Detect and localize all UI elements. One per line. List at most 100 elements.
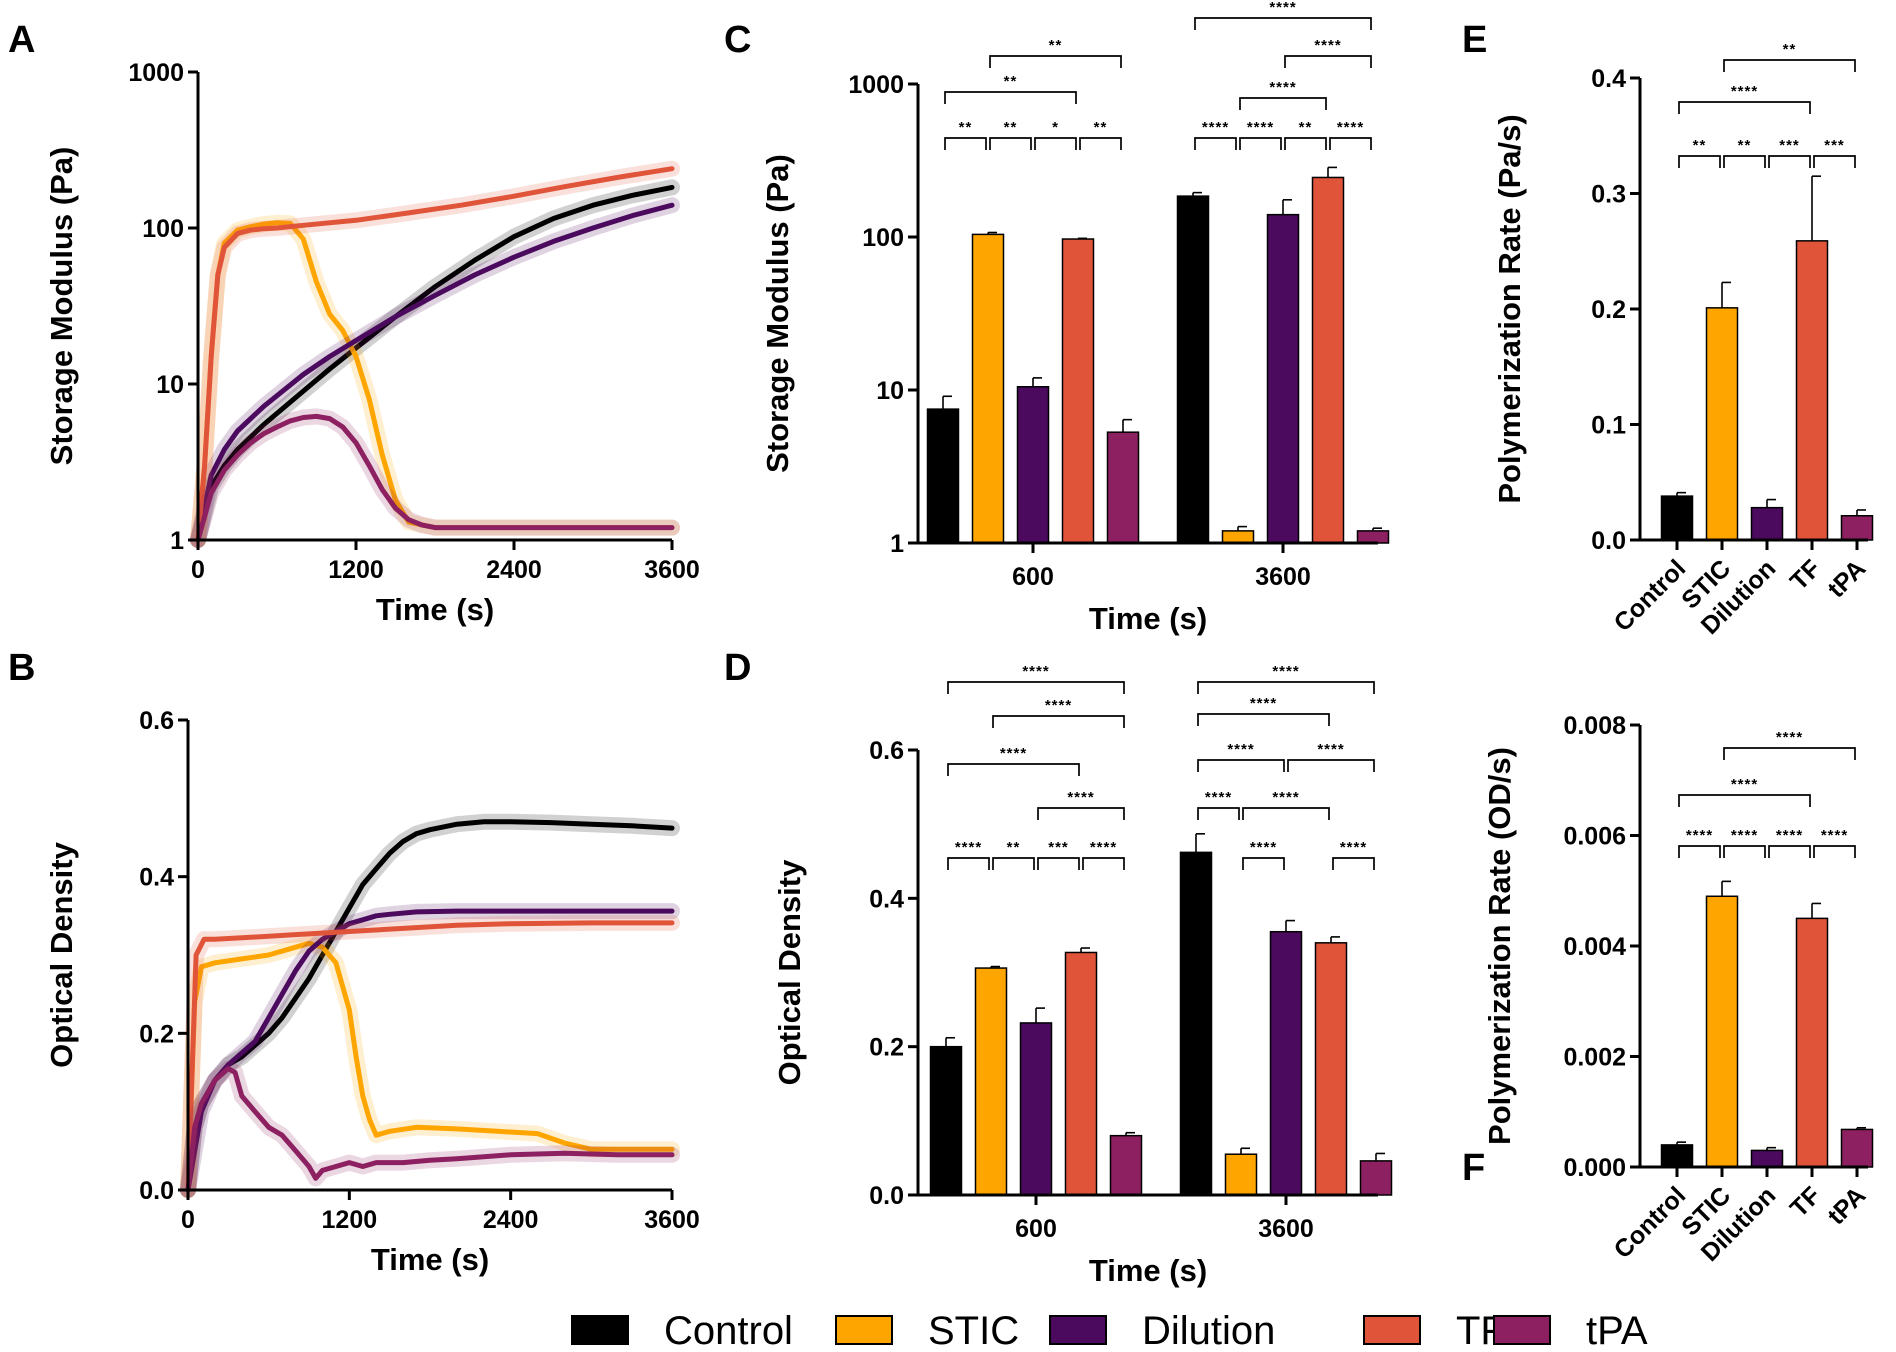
panel-f-polymerization-rate-od: F 0.000 0.002 0.004 0.006 0.008 Polymerization… (1462, 712, 1874, 1267)
significance-bracket (1082, 857, 1125, 870)
series-line-control (195, 184, 675, 543)
y-axis-title: Storage Modulus (Pa) (760, 154, 795, 473)
significance-bracket (1197, 713, 1330, 726)
y-tick-label: 0.000 (1563, 1154, 1626, 1182)
significance-bracket (1194, 137, 1237, 150)
significance-bracket (1768, 845, 1811, 858)
x-tick-label-tf: TF (1785, 554, 1826, 595)
significance-bracket (947, 857, 990, 870)
bar-tf-600 (1061, 238, 1095, 544)
significance-bracket (944, 137, 987, 150)
legend-label-control: Control (664, 1309, 793, 1352)
bar-dilution (1750, 506, 1784, 541)
legend: Control STIC Dilution TF tPA (571, 1309, 1648, 1352)
bar-dilution-3600 (1269, 930, 1303, 1196)
x-tick-label: 600 (1015, 1215, 1057, 1243)
significance-label: ** (1299, 119, 1313, 136)
y-axis-title: Optical Density (772, 859, 807, 1085)
y-tick-label: 1 (890, 530, 904, 558)
bar-dilution-3600 (1266, 213, 1300, 544)
series-line-tpa (185, 1066, 675, 1193)
x-tick-label: 2400 (483, 1206, 539, 1234)
significance-bracket (989, 55, 1122, 68)
panel-label: E (1462, 19, 1487, 61)
significance-bracket (1678, 155, 1721, 168)
bar-tpa (1840, 514, 1874, 541)
significance-bracket (944, 91, 1077, 104)
y-tick-label: 100 (862, 224, 904, 252)
significance-label: **** (1776, 827, 1803, 844)
significance-label: ** (1094, 119, 1108, 136)
y-tick-label: 0.6 (869, 737, 904, 765)
significance-label: **** (1250, 695, 1277, 712)
panel-label: C (724, 19, 751, 61)
significance-label: **** (1269, 0, 1296, 16)
series-line-dilution (185, 908, 675, 1193)
series-line-tf (185, 920, 675, 1193)
significance-label: **** (1227, 741, 1254, 758)
y-tick-label: 1000 (848, 71, 904, 99)
significance-label: ** (1004, 119, 1018, 136)
panel-e-polymerization-rate-pa: E 0.0 0.1 0.2 0.3 0.4 Polymerization Rate (Pa/… (1462, 19, 1874, 640)
panel-c-storage-modulus-bars: C 1 10 100 1000 Storage Modulus (Pa) 600 3600 Ti… (724, 0, 1390, 636)
significance-label: **** (1272, 663, 1299, 680)
y-tick-label: 100 (142, 215, 184, 243)
bar-tf (1795, 917, 1829, 1168)
y-tick-label: 10 (156, 371, 184, 399)
significance-bracket (1332, 857, 1375, 870)
significance-label: **** (1337, 119, 1364, 136)
y-axis-title: Optical Density (44, 841, 79, 1067)
legend-swatch-stic (835, 1315, 893, 1345)
panel-label: A (8, 19, 35, 61)
y-tick-label: 0.006 (1563, 823, 1626, 851)
significance-bracket (1194, 17, 1372, 30)
y-tick-label: 0.2 (1591, 296, 1626, 324)
panel-label: D (724, 647, 751, 689)
series-band-dilution (190, 197, 680, 548)
y-tick-label: 0.1 (1591, 412, 1626, 440)
y-tick-label: 1 (170, 527, 184, 555)
bar-tpa (1840, 1128, 1874, 1168)
significance-label: *** (1779, 137, 1800, 154)
significance-bracket (947, 681, 1125, 694)
bar-control-3600 (1176, 195, 1210, 544)
significance-bracket (1239, 137, 1282, 150)
significance-bracket (1197, 681, 1375, 694)
bar-dilution-600 (1019, 1022, 1053, 1196)
significance-label: ** (1693, 137, 1707, 154)
significance-label: **** (1272, 789, 1299, 806)
y-tick-label: 0.002 (1563, 1044, 1626, 1072)
significance-bracket (947, 763, 1080, 776)
x-tick-label-tpa: tPA (1822, 554, 1871, 603)
significance-label: ** (959, 119, 973, 136)
bar-stic-600 (974, 967, 1008, 1196)
y-tick-label: 10 (876, 377, 904, 405)
bar-tpa-600 (1109, 1134, 1143, 1196)
significance-label: *** (1824, 137, 1845, 154)
x-tick-label: 2400 (486, 556, 542, 584)
x-tick-label: 3600 (644, 1206, 700, 1234)
significance-label: **** (1000, 745, 1027, 762)
legend-label-dilution: Dilution (1142, 1309, 1275, 1352)
significance-label: **** (1314, 37, 1341, 54)
y-tick-label: 0.3 (1591, 181, 1626, 209)
series-line-stic (195, 220, 675, 543)
x-tick-label: 3600 (1255, 563, 1311, 591)
panel-a-storage-modulus-time: A 1 10 100 1000 Storage Modulus (Pa) 0 1200 2400… (8, 19, 700, 627)
bar-control-3600 (1179, 851, 1213, 1196)
x-axis-title: Time (s) (1089, 1253, 1207, 1288)
bar-dilution-600 (1016, 386, 1050, 544)
significance-label: * (1052, 119, 1059, 136)
significance-label: **** (1686, 827, 1713, 844)
series-line-stic (185, 940, 675, 1193)
bar-tpa-600 (1106, 431, 1140, 544)
significance-label: **** (1205, 789, 1232, 806)
significance-bracket (1678, 101, 1811, 114)
significance-bracket (992, 715, 1125, 728)
significance-label: **** (1045, 697, 1072, 714)
significance-bracket (1034, 137, 1077, 150)
significance-bracket (1768, 155, 1811, 168)
y-tick-label: 0.0 (139, 1177, 174, 1205)
bar-dilution (1750, 1149, 1784, 1168)
